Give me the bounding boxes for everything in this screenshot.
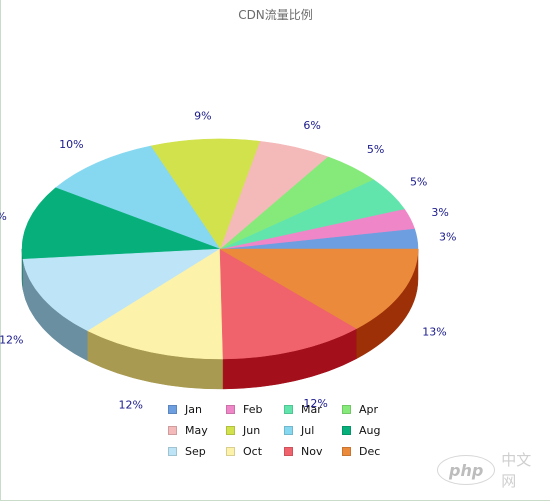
pie-label-may: 6% [303, 119, 320, 132]
pie-slice-jun [150, 138, 261, 250]
legend-swatch [168, 426, 177, 435]
pie-label-jul: 10% [59, 138, 83, 151]
pie-label-feb: 3% [431, 206, 448, 219]
legend-swatch [284, 426, 293, 435]
legend-item-jan: Jan [168, 402, 222, 417]
legend-item-dec: Dec [342, 444, 396, 459]
pie-slice-jul [55, 145, 221, 250]
legend-label: May [185, 424, 208, 437]
legend-swatch [168, 405, 177, 414]
pie-slice-oct [87, 248, 224, 360]
legend-label: Aug [359, 424, 381, 437]
chart-legend: Jan Feb Mar Apr May Jun Jul Aug Sep Oct Nov Dec [168, 402, 398, 459]
legend-label: Jul [301, 424, 315, 437]
legend-item-sep: Sep [168, 444, 222, 459]
pie-slice-nov [219, 248, 358, 360]
pie-labels: 3% 3% 5% 5% 6% 9% 10% 11% 12% 12% 12% 13% [0, 109, 456, 411]
legend-label: Apr [359, 403, 379, 416]
legend-swatch [342, 405, 351, 414]
legend-label: Jun [243, 424, 261, 437]
watermark-logo: php [437, 455, 496, 485]
pie-label-nov: 12% [303, 397, 327, 410]
legend-label: Oct [243, 445, 263, 458]
chart-title: CDN流量比例 [238, 8, 313, 22]
watermark-text: 中文网 [501, 451, 532, 490]
pie-slice-sep [22, 248, 221, 332]
pie-slice-aug [21, 187, 221, 260]
watermark: php 中文网 [437, 451, 545, 490]
legend-item-oct: Oct [226, 444, 280, 459]
pie-label-jun: 9% [194, 109, 211, 122]
legend-item-apr: Apr [342, 402, 396, 417]
pie-slice-dec [219, 248, 419, 329]
legend-swatch [284, 447, 293, 456]
legend-label: Jan [185, 403, 202, 416]
legend-label: Dec [359, 445, 381, 458]
legend-item-jun: Jun [226, 423, 280, 438]
pie-label-apr: 5% [367, 143, 384, 156]
legend-swatch [226, 405, 235, 414]
legend-item-nov: Nov [284, 444, 338, 459]
legend-item-aug: Aug [342, 423, 396, 438]
legend-label: Mar [301, 403, 322, 416]
legend-item-feb: Feb [226, 402, 280, 417]
legend-label: Nov [301, 445, 323, 458]
legend-swatch [226, 426, 235, 435]
pie-label-aug: 11% [0, 210, 7, 223]
pie-label-sep: 12% [0, 333, 24, 346]
legend-swatch [342, 447, 351, 456]
legend-swatch [342, 426, 351, 435]
pie-top [21, 138, 419, 360]
legend-swatch [226, 447, 235, 456]
pie-label-oct: 12% [119, 399, 143, 412]
legend-item-may: May [168, 423, 222, 438]
legend-swatch [284, 405, 293, 414]
pie-label-dec: 13% [422, 326, 446, 339]
legend-item-mar: Mar [284, 402, 338, 417]
legend-label: Feb [243, 403, 263, 416]
pie-sides [21, 248, 419, 390]
legend-item-jul: Jul [284, 423, 338, 438]
pie-label-jan: 3% [439, 231, 456, 244]
legend-swatch [168, 447, 177, 456]
legend-label: Sep [185, 445, 206, 458]
pie-label-mar: 5% [410, 175, 427, 188]
